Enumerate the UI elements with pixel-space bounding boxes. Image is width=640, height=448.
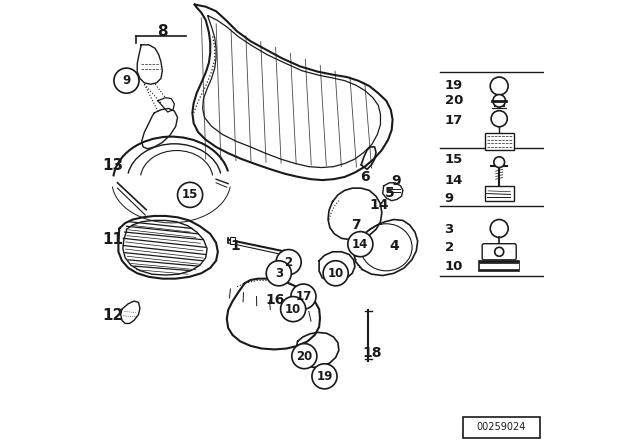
Text: 20: 20 (296, 349, 312, 363)
FancyBboxPatch shape (479, 263, 520, 269)
Text: 17: 17 (295, 290, 312, 303)
Circle shape (495, 247, 504, 256)
Circle shape (114, 68, 139, 93)
Text: 14: 14 (369, 198, 389, 212)
Text: 4: 4 (389, 239, 399, 254)
Text: 10: 10 (285, 302, 301, 316)
Text: 14: 14 (352, 237, 369, 251)
Circle shape (312, 364, 337, 389)
Text: 1: 1 (230, 239, 240, 254)
FancyBboxPatch shape (485, 133, 513, 150)
Circle shape (276, 250, 301, 275)
Text: 9: 9 (122, 74, 131, 87)
Text: 18: 18 (362, 346, 381, 360)
Text: 3: 3 (445, 223, 454, 236)
FancyBboxPatch shape (482, 244, 516, 260)
Text: 00259024: 00259024 (477, 422, 526, 432)
Text: 20: 20 (445, 94, 463, 108)
Text: 12: 12 (102, 308, 124, 323)
Text: 17: 17 (445, 114, 463, 128)
Text: 19: 19 (445, 78, 463, 92)
Text: 9: 9 (391, 174, 401, 189)
FancyBboxPatch shape (463, 417, 540, 438)
Text: 15: 15 (182, 188, 198, 202)
Text: 8: 8 (157, 24, 168, 39)
Circle shape (491, 111, 508, 127)
Text: 15: 15 (445, 152, 463, 166)
Circle shape (280, 297, 306, 322)
Circle shape (493, 95, 506, 107)
Text: 9: 9 (445, 191, 454, 205)
Text: 10: 10 (445, 260, 463, 273)
Text: 14: 14 (445, 173, 463, 187)
Circle shape (323, 261, 348, 286)
Text: 13: 13 (102, 158, 124, 173)
FancyBboxPatch shape (485, 186, 513, 201)
Text: 2: 2 (285, 255, 292, 269)
Circle shape (292, 344, 317, 369)
Circle shape (177, 182, 203, 207)
Text: 16: 16 (266, 293, 285, 307)
Bar (230, 237, 235, 244)
Circle shape (490, 77, 508, 95)
Circle shape (490, 220, 508, 237)
Text: 10: 10 (328, 267, 344, 280)
Circle shape (494, 157, 504, 168)
Text: 11: 11 (102, 232, 124, 247)
Circle shape (291, 284, 316, 309)
Circle shape (348, 232, 373, 257)
Text: 2: 2 (445, 241, 454, 254)
Text: 19: 19 (316, 370, 333, 383)
FancyBboxPatch shape (479, 261, 520, 271)
Text: 7: 7 (351, 218, 361, 232)
Text: 5: 5 (385, 185, 394, 200)
Text: 3: 3 (275, 267, 283, 280)
Text: 6: 6 (360, 170, 370, 184)
Circle shape (266, 261, 291, 286)
